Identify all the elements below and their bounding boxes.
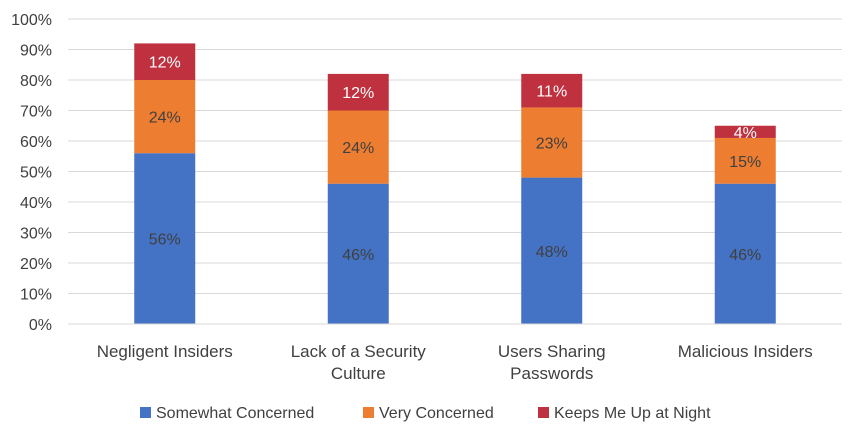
data-label: 46%	[729, 247, 761, 264]
bar-segment	[521, 177, 583, 324]
data-label: 15%	[729, 154, 761, 171]
bar-segment	[327, 110, 389, 184]
y-tick-label: 40%	[20, 195, 52, 212]
bars: 56% 24% 12% 46% 24% 12% 48% 23% 11% 46% 15% 4%	[134, 43, 776, 324]
x-tick-label: Negligent Insiders	[97, 342, 233, 361]
x-axis: Negligent Insiders Lack of a Security Cult…	[68, 323, 842, 383]
bar-segment	[714, 183, 776, 324]
legend: Somewhat Concerned Very Concerned Keeps Me…	[140, 405, 711, 422]
bar-segment	[521, 107, 583, 178]
bar-segment	[134, 43, 196, 80]
legend-swatch	[538, 407, 549, 418]
legend-swatch	[140, 407, 151, 418]
data-label: 24%	[342, 140, 374, 157]
data-label: 46%	[342, 247, 374, 264]
y-tick-label: 30%	[20, 226, 52, 243]
y-tick-label: 90%	[20, 43, 52, 60]
bar-segment	[134, 153, 196, 324]
x-tick-label: Users Sharing	[498, 342, 606, 361]
bar-segment	[134, 80, 196, 154]
bar-segment	[521, 73, 583, 108]
data-label: 12%	[342, 85, 374, 102]
data-label: 48%	[536, 244, 568, 261]
data-label: 24%	[149, 110, 181, 127]
legend-swatch	[363, 407, 374, 418]
bar-segment	[327, 73, 389, 111]
legend-label: Somewhat Concerned	[156, 405, 314, 422]
y-tick-label: 10%	[20, 287, 52, 304]
data-label: 4%	[734, 125, 757, 142]
y-tick-label: 80%	[20, 73, 52, 90]
y-tick-label: 60%	[20, 134, 52, 151]
gridlines	[68, 18, 842, 325]
bar-segment	[714, 137, 776, 184]
x-tick-label: Malicious Insiders	[678, 342, 813, 361]
y-tick-label: 50%	[20, 165, 52, 182]
y-tick-label: 0%	[29, 317, 52, 334]
y-tick-label: 70%	[20, 104, 52, 121]
y-axis: 0% 10% 20% 30% 40% 50% 60% 70% 80% 90% 100%	[11, 12, 52, 334]
data-label: 56%	[149, 232, 181, 249]
y-tick-label: 20%	[20, 256, 52, 273]
bar-segment	[714, 125, 776, 138]
x-tick-label: Passwords	[510, 364, 593, 383]
data-label: 23%	[536, 136, 568, 153]
x-tick-label: Lack of a Security	[291, 342, 427, 361]
data-label: 12%	[149, 55, 181, 72]
legend-label: Very Concerned	[379, 405, 494, 422]
bar-segment	[327, 183, 389, 324]
data-label: 11%	[536, 84, 567, 101]
legend-label: Keeps Me Up at Night	[554, 405, 711, 422]
x-tick-label: Culture	[331, 364, 386, 383]
y-tick-label: 100%	[11, 12, 52, 29]
